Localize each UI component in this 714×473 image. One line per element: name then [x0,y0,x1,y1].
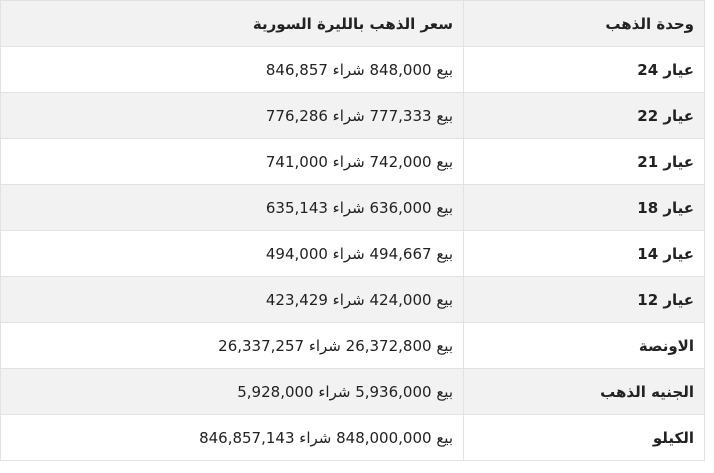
price-cell: بيع 636,000 شراء 635,143 [0,184,464,231]
table-body: عيار 24 بيع 848,000 شراء 846,857 عيار 22 بي… [0,46,705,461]
price-cell: بيع 848,000,000 شراء 846,857,143 [0,414,464,461]
table-row: عيار 18 بيع 636,000 شراء 635,143 [0,184,705,231]
price-cell: بيع 777,333 شراء 776,286 [0,92,464,139]
unit-cell: عيار 18 [463,184,705,231]
price-cell: بيع 26,372,800 شراء 26,337,257 [0,322,464,369]
unit-cell: عيار 21 [463,138,705,185]
unit-cell: عيار 14 [463,230,705,277]
table-row: عيار 14 بيع 494,667 شراء 494,000 [0,230,705,277]
table-row: عيار 12 بيع 424,000 شراء 423,429 [0,276,705,323]
table-row: الجنيه الذهب بيع 5,936,000 شراء 5,928,000 [0,368,705,415]
price-cell: بيع 848,000 شراء 846,857 [0,46,464,93]
unit-cell: عيار 12 [463,276,705,323]
table-row: الكيلو بيع 848,000,000 شراء 846,857,143 [0,414,705,461]
price-cell: بيع 5,936,000 شراء 5,928,000 [0,368,464,415]
unit-cell: الاونصة [463,322,705,369]
table-row: عيار 21 بيع 742,000 شراء 741,000 [0,138,705,185]
unit-cell: الجنيه الذهب [463,368,705,415]
price-cell: بيع 424,000 شراء 423,429 [0,276,464,323]
gold-price-table: وحدة الذهب سعر الذهب بالليرة السورية عيا… [0,0,705,461]
header-cell: سعر الذهب بالليرة السورية [0,0,464,47]
price-cell: بيع 742,000 شراء 741,000 [0,138,464,185]
price-cell: بيع 494,667 شراء 494,000 [0,230,464,277]
unit-cell: الكيلو [463,414,705,461]
table-row: الاونصة بيع 26,372,800 شراء 26,337,257 [0,322,705,369]
header-row: وحدة الذهب سعر الذهب بالليرة السورية [0,0,705,47]
header-cell: وحدة الذهب [463,0,705,47]
unit-cell: عيار 22 [463,92,705,139]
unit-cell: عيار 24 [463,46,705,93]
table-row: عيار 22 بيع 777,333 شراء 776,286 [0,92,705,139]
table-row: عيار 24 بيع 848,000 شراء 846,857 [0,46,705,93]
